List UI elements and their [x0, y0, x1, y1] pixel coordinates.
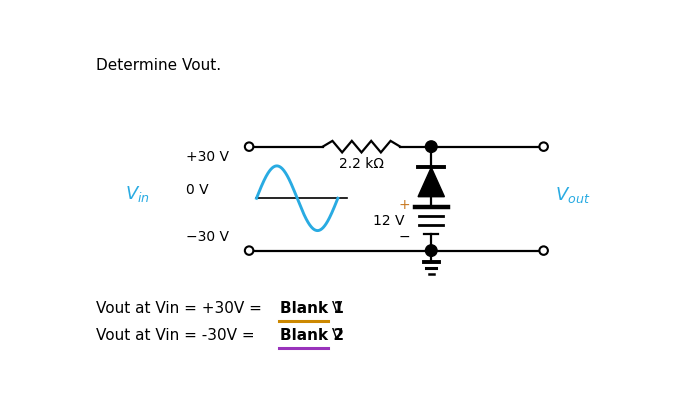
Text: Determine Vout.: Determine Vout.: [95, 58, 221, 73]
Text: Blank 1: Blank 1: [280, 301, 344, 316]
Circle shape: [426, 141, 437, 152]
Circle shape: [426, 245, 437, 256]
Text: $V_{out}$: $V_{out}$: [556, 185, 591, 205]
Text: −30 V: −30 V: [186, 231, 229, 244]
Text: Vout at Vin = +30V =: Vout at Vin = +30V =: [95, 301, 267, 316]
Text: Blank 2: Blank 2: [280, 328, 344, 343]
Text: +30 V: +30 V: [186, 150, 229, 164]
Text: $V_{in}$: $V_{in}$: [125, 184, 150, 205]
Text: −: −: [399, 229, 410, 243]
Text: 0 V: 0 V: [186, 183, 208, 197]
Text: 2.2 kΩ: 2.2 kΩ: [339, 158, 384, 171]
Text: V: V: [327, 301, 342, 316]
Text: +: +: [399, 198, 410, 212]
Text: Vout at Vin = -30V =: Vout at Vin = -30V =: [95, 328, 259, 343]
Polygon shape: [418, 168, 444, 197]
Text: 12 V: 12 V: [373, 214, 405, 228]
Text: V: V: [327, 328, 342, 343]
